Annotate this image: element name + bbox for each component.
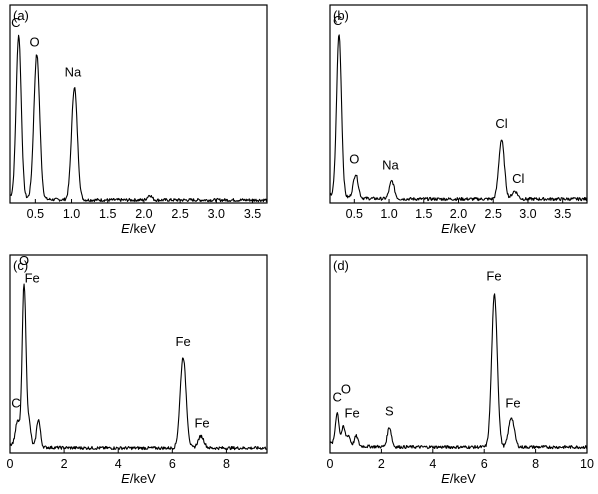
x-tick-label: 10 [580,457,594,471]
peak-label: C [11,15,20,30]
plot-frame [329,254,588,454]
x-tick-label: 2 [378,457,385,471]
plot-frame [329,4,588,204]
peak-label: Cl [495,116,507,131]
panel-label: (c) [13,258,28,273]
x-axis-label-unit: /keV [450,221,476,236]
x-axis-label-symbol: E [441,471,450,486]
x-tick-label: 3.0 [208,207,225,221]
x-axis-label-unit: /keV [130,471,156,486]
x-tick-label: 0 [327,457,334,471]
spectrum-panel-1: 0.5 1.0 1.5 2.0 2.5 3.0 3.5 E/keV (a)CO Na [9,4,268,236]
x-tick-label: 1.0 [63,207,80,221]
x-tick-label: 2.0 [135,207,152,221]
x-axis-label: E/keV [121,471,156,486]
panel-label: (b) [333,8,349,23]
peak-label: Fe [486,269,501,284]
panel-label: (d) [333,258,349,273]
x-tick-label: 3.5 [244,207,261,221]
peak-label: Fe [345,405,360,420]
spectrum-line [329,293,588,450]
plot-frame [9,254,268,454]
spectrum-panel-2: 0.5 1.0 1.5 2.0 2.5 3.0 3.5 E/keV (b)C O Na Cl Cl [329,4,588,236]
x-axis-label-unit: /keV [450,471,476,486]
x-tick-label: 3.0 [519,207,536,221]
x-tick-label: 1.5 [415,207,432,221]
peak-label: O [30,35,40,50]
x-tick-label: 1.0 [380,207,397,221]
peak-label: Fe [505,395,520,410]
x-tick-label: 8 [223,457,230,471]
spectrum-panel-3: 0 2 4 6 8 E/keV (c)O Fe C Fe Fe [7,253,268,486]
x-axis-label: E/keV [441,221,476,236]
x-tick-label: 2 [61,457,68,471]
peak-label: O [19,253,29,268]
peak-label: Fe [194,415,209,430]
x-axis-label-unit: /keV [130,221,156,236]
peak-label: Fe [25,271,40,286]
peak-label: C [11,395,20,410]
x-tick-label: 2.0 [450,207,467,221]
peak-label: Cl [512,171,524,186]
x-tick-label: 4 [429,457,436,471]
x-tick-label: 0.5 [346,207,363,221]
x-tick-label: 3.5 [554,207,571,221]
x-tick-label: 0 [7,457,14,471]
x-tick-label: 0.5 [27,207,44,221]
plot-frame [9,4,268,204]
x-axis-label: E/keV [121,221,156,236]
peak-label: C [333,13,342,28]
x-axis-label: E/keV [441,471,476,486]
x-tick-label: 6 [481,457,488,471]
x-tick-label: 4 [115,457,122,471]
peak-label: O [341,382,351,397]
spectrum-panel-4: 0 2 4 6 8 10 E/keV (d) CO Fe S Fe Fe [327,254,594,486]
x-axis-label-symbol: E [441,221,450,236]
peak-label: C [333,390,342,405]
x-tick-label: 6 [169,457,176,471]
x-tick-label: 2.5 [485,207,502,221]
peak-label: Na [65,64,82,79]
spectrum-line [9,34,268,203]
panel-label: (a) [13,8,29,23]
peak-label: Na [382,157,399,172]
peak-label: Fe [176,334,191,349]
x-tick-label: 1.5 [99,207,116,221]
peak-label: S [385,403,394,418]
x-axis-label-symbol: E [121,471,130,486]
x-tick-label: 2.5 [171,207,188,221]
spectrum-line [9,283,268,451]
x-tick-label: 8 [532,457,539,471]
peak-label: O [349,151,359,166]
spectrum-line [329,34,588,202]
x-axis-label-symbol: E [121,221,130,236]
